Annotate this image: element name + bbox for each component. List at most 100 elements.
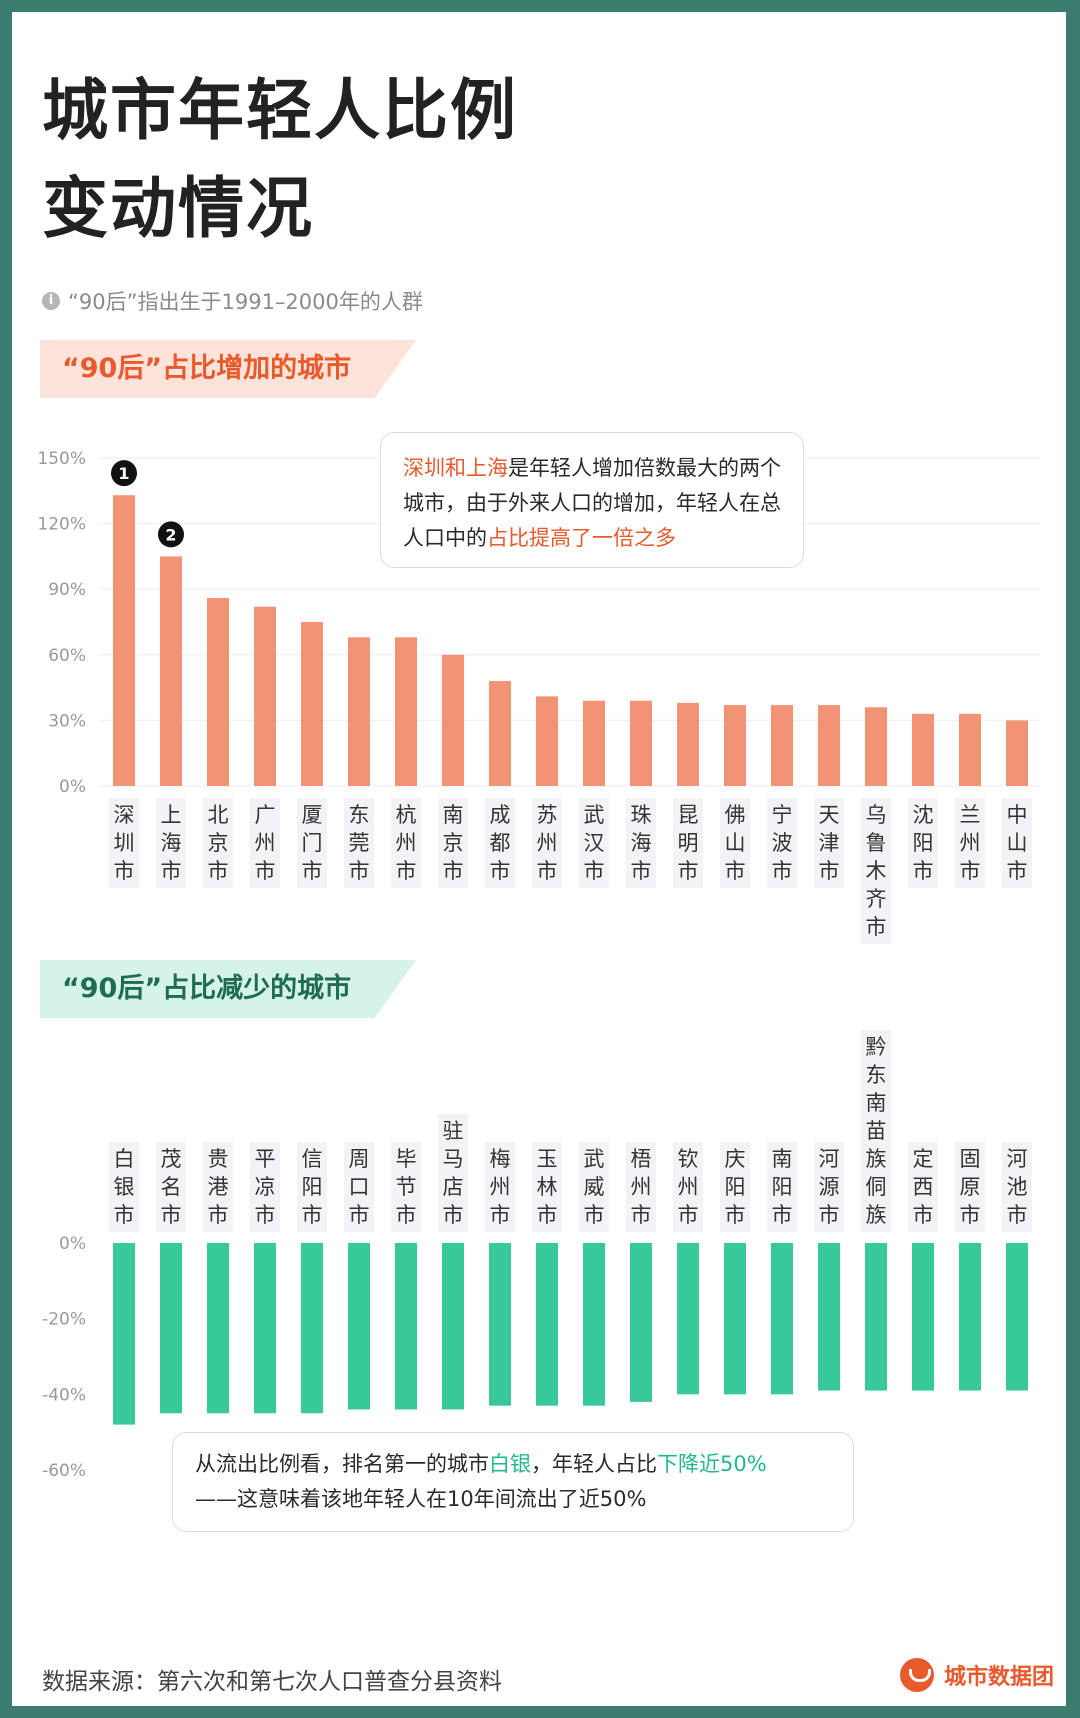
bar-increase xyxy=(818,705,840,786)
x-label-bg xyxy=(720,798,750,888)
bar-increase xyxy=(912,713,934,786)
x-label-bg xyxy=(109,798,139,888)
x-label-bg xyxy=(250,1142,280,1232)
bar-increase xyxy=(301,622,323,786)
x-tick-label: 毕节市 xyxy=(396,1147,417,1227)
bar-decrease xyxy=(959,1243,981,1391)
bar-decrease xyxy=(207,1243,229,1414)
page-title: 城市年轻人比例 变动情况 xyxy=(42,62,518,258)
y-tick-label: 0% xyxy=(59,1234,86,1254)
x-label-bg xyxy=(532,1142,562,1232)
x-tick-label: 梧州市 xyxy=(631,1147,652,1227)
x-tick-label: 梅州市 xyxy=(490,1147,511,1227)
brand-name: 城市数据团 xyxy=(943,1665,1054,1690)
x-label-bg xyxy=(579,1142,609,1232)
x-tick-label: 佛山市 xyxy=(725,803,746,883)
x-label-bg xyxy=(1002,1142,1032,1232)
x-tick-label: 周口市 xyxy=(349,1147,370,1227)
x-tick-label: 乌鲁木齐市 xyxy=(866,803,887,939)
x-label-bg xyxy=(955,798,985,888)
callout-highlight-drop: 下降近50% xyxy=(657,1452,767,1476)
bar-increase xyxy=(207,597,229,786)
x-tick-label: 沈阳市 xyxy=(913,803,934,883)
rank-marker xyxy=(158,521,184,548)
x-tick-label: 定西市 xyxy=(913,1147,934,1227)
x-label-bg xyxy=(814,798,844,888)
bar-increase xyxy=(113,495,135,786)
x-label-bg xyxy=(203,798,233,888)
x-label-bg xyxy=(438,798,468,888)
callout-text-b: ，年轻人占比 xyxy=(531,1452,657,1476)
bar-decrease xyxy=(348,1243,370,1410)
callout-decrease: 从流出比例看，排名第一的城市白银，年轻人占比下降近50% ——这意味着该地年轻人… xyxy=(172,1432,854,1532)
x-label-bg xyxy=(438,1114,468,1232)
x-label-bg xyxy=(203,1142,233,1232)
callout-text-c: ——这意味着该地年轻人在10年间流出了近50% xyxy=(195,1487,647,1511)
data-source: 数据来源：第六次和第七次人口普查分县资料 xyxy=(42,1669,502,1695)
bar-increase xyxy=(677,702,699,786)
bar-increase xyxy=(1006,720,1028,786)
x-label-bg xyxy=(344,1142,374,1232)
bar-increase xyxy=(865,707,887,786)
bar-decrease xyxy=(536,1243,558,1406)
title-line-1: 城市年轻人比例 xyxy=(42,72,518,149)
rank-marker xyxy=(111,460,137,487)
bar-increase xyxy=(724,705,746,786)
x-label-bg xyxy=(391,798,421,888)
x-tick-label: 广州市 xyxy=(255,803,276,883)
x-tick-label: 贵港市 xyxy=(208,1147,229,1227)
x-tick-label: 深圳市 xyxy=(114,803,135,883)
x-label-bg xyxy=(1002,798,1032,888)
y-tick-label: 90% xyxy=(48,580,86,600)
x-tick-label: 南阳市 xyxy=(772,1147,793,1227)
y-tick-label: 120% xyxy=(37,515,86,535)
x-tick-label: 钦州市 xyxy=(678,1147,699,1227)
callout-highlight-cities: 深圳和上海 xyxy=(403,456,508,480)
x-tick-label: 驻马店市 xyxy=(443,1119,464,1227)
bar-decrease xyxy=(630,1243,652,1402)
x-label-bg xyxy=(626,1142,656,1232)
bar-increase xyxy=(771,705,793,786)
x-tick-label: 成都市 xyxy=(490,803,511,883)
info-icon: i xyxy=(42,292,60,310)
callout-text-a: 从流出比例看，排名第一的城市 xyxy=(195,1452,489,1476)
x-tick-label: 宁波市 xyxy=(772,803,793,883)
x-tick-label: 武汉市 xyxy=(584,803,605,883)
bar-decrease xyxy=(113,1243,135,1425)
note-text: “90后”指出生于1991–2000年的人群 xyxy=(68,290,423,314)
rank-marker-label: 1 xyxy=(118,464,129,483)
bar-decrease xyxy=(865,1243,887,1391)
brand-logo-icon xyxy=(899,1658,934,1692)
bar-increase xyxy=(442,654,464,786)
bar-increase xyxy=(348,637,370,786)
x-tick-label: 苏州市 xyxy=(537,803,558,883)
y-tick-label: 0% xyxy=(59,777,86,797)
bar-decrease xyxy=(771,1243,793,1395)
bar-increase xyxy=(489,681,511,786)
bar-decrease xyxy=(254,1243,276,1414)
x-label-bg xyxy=(156,1142,186,1232)
y-tick-label: 150% xyxy=(37,449,86,469)
x-tick-label: 厦门市 xyxy=(302,803,323,883)
x-label-bg xyxy=(109,1142,139,1232)
x-tick-label: 黔东南苗族侗族 xyxy=(866,1035,887,1227)
x-label-bg xyxy=(297,798,327,888)
x-label-bg xyxy=(485,798,515,888)
x-label-bg xyxy=(861,1030,891,1232)
x-label-bg xyxy=(579,798,609,888)
x-tick-label: 河池市 xyxy=(1007,1147,1028,1227)
rank-marker-label: 2 xyxy=(165,525,176,544)
x-tick-label: 武威市 xyxy=(584,1147,605,1227)
x-label-bg xyxy=(485,1142,515,1232)
callout-text: 是年轻人增加倍数最大的两个城市，由于外来人口的增加，年轻人在总人口中的 xyxy=(403,456,781,550)
bar-decrease xyxy=(1006,1243,1028,1391)
section-banner-increase: “90后”占比增加的城市 xyxy=(40,340,416,398)
x-label-bg xyxy=(673,1142,703,1232)
x-tick-label: 河源市 xyxy=(819,1147,840,1227)
x-tick-label: 茂名市 xyxy=(161,1147,182,1227)
bar-decrease xyxy=(677,1243,699,1395)
x-tick-label: 庆阳市 xyxy=(725,1147,746,1227)
x-label-bg xyxy=(344,798,374,888)
x-label-bg xyxy=(955,1142,985,1232)
